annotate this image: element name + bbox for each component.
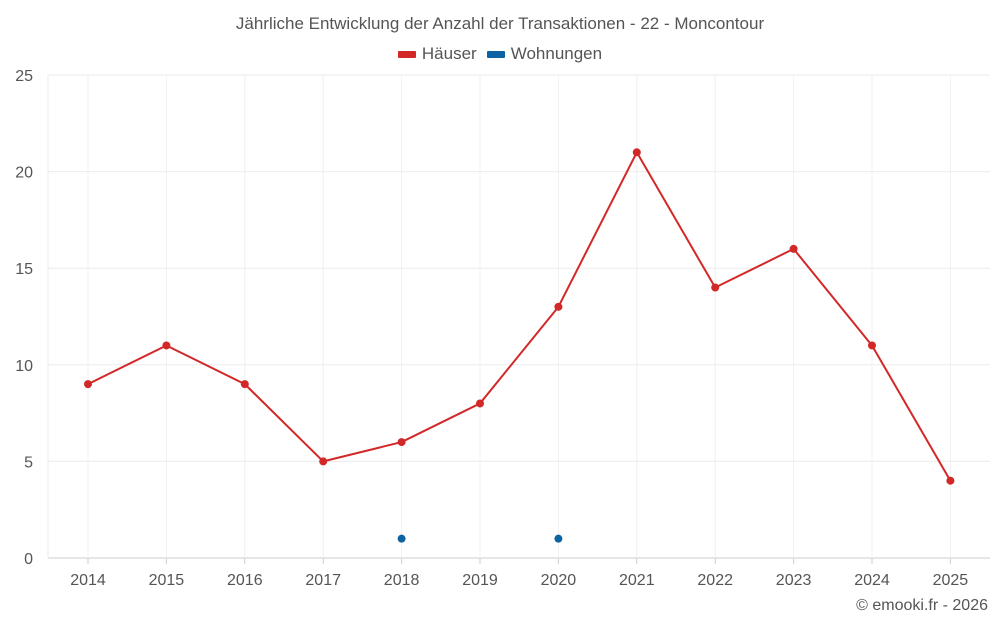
legend-swatch-wohnungen xyxy=(486,50,505,58)
x-tick-label-2023: 2023 xyxy=(776,572,812,589)
x-tick-label-2025: 2025 xyxy=(933,572,969,589)
x-tick-label-2017: 2017 xyxy=(305,572,341,589)
footer-credit: © emooki.fr - 2026 xyxy=(856,597,988,614)
series-layer xyxy=(84,148,955,543)
y-tick-label-15: 15 xyxy=(15,261,33,278)
data-point-haeuser-2024 xyxy=(868,341,876,350)
chart-title: Jährliche Entwicklung der Anzahl der Tra… xyxy=(235,14,765,33)
x-tick-label-2016: 2016 xyxy=(227,572,263,589)
x-tick-label-2014: 2014 xyxy=(70,572,106,589)
legend-swatch-haeuser xyxy=(397,50,416,58)
data-point-haeuser-2014 xyxy=(84,380,92,389)
data-point-haeuser-2021 xyxy=(632,148,641,157)
x-tick-label-2021: 2021 xyxy=(619,572,655,589)
data-point-haeuser-2017 xyxy=(319,457,328,466)
legend-label-wohnungen: Wohnungen xyxy=(510,44,603,63)
data-point-haeuser-2015 xyxy=(162,341,171,350)
y-tick-label-25: 25 xyxy=(15,68,33,85)
legend-label-haeuser: Häuser xyxy=(421,44,477,63)
x-tick-label-2019: 2019 xyxy=(462,572,498,589)
data-point-haeuser-2025 xyxy=(946,476,955,485)
series-line-haeuser xyxy=(87,151,952,482)
y-tick-label-0: 0 xyxy=(24,551,33,568)
y-tick-label-20: 20 xyxy=(15,165,33,182)
legend-item-wohnungen[interactable]: Wohnungen xyxy=(486,44,603,64)
data-point-haeuser-2018 xyxy=(397,438,406,447)
x-tick-label-2018: 2018 xyxy=(384,572,420,589)
x-tick-label-2024: 2024 xyxy=(854,572,890,589)
x-tick-label-2015: 2015 xyxy=(149,572,185,589)
data-point-wohnungen-2020 xyxy=(554,534,563,543)
y-tick-label-10: 10 xyxy=(15,358,33,375)
legend: Häuser Wohnungen xyxy=(0,44,1000,64)
x-tick-label-2020: 2020 xyxy=(541,572,577,589)
grid-layer xyxy=(48,74,990,559)
y-tick-label-5: 5 xyxy=(24,454,33,471)
legend-item-haeuser[interactable]: Häuser xyxy=(397,44,477,64)
data-point-haeuser-2016 xyxy=(240,380,249,389)
data-point-haeuser-2019 xyxy=(476,399,484,408)
data-point-wohnungen-2018 xyxy=(397,534,406,543)
data-point-haeuser-2020 xyxy=(554,302,563,311)
x-tick-label-2022: 2022 xyxy=(697,572,733,589)
data-point-haeuser-2022 xyxy=(711,283,720,292)
data-point-haeuser-2023 xyxy=(789,244,798,253)
